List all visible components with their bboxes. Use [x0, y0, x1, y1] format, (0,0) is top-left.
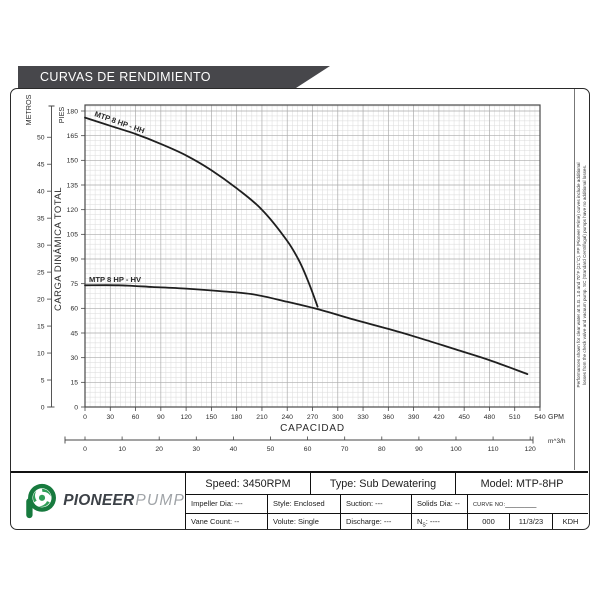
svg-text:75: 75	[70, 281, 78, 288]
svg-text:15: 15	[70, 380, 78, 387]
svg-text:5: 5	[41, 377, 45, 384]
svg-text:110: 110	[488, 446, 499, 453]
svg-text:180: 180	[231, 414, 243, 421]
svg-text:90: 90	[70, 256, 78, 263]
logo-cell: PIONEERPUMP	[11, 473, 185, 529]
suction-cell: Suction: ---	[340, 494, 411, 513]
svg-text:GPM: GPM	[548, 414, 564, 421]
svg-text:60: 60	[132, 414, 140, 421]
impeller-dia-cell: Impeller Dia: ---	[185, 494, 267, 513]
svg-text:45: 45	[70, 330, 78, 337]
svg-text:165: 165	[67, 133, 79, 140]
svg-text:METROS: METROS	[24, 94, 33, 125]
svg-text:210: 210	[256, 414, 268, 421]
svg-text:30: 30	[70, 355, 78, 362]
svg-text:10: 10	[118, 446, 126, 453]
ns-subscript: S	[422, 522, 426, 529]
svg-text:m^3/h: m^3/h	[548, 438, 566, 445]
svg-text:300: 300	[332, 414, 344, 421]
svg-text:10: 10	[37, 350, 45, 357]
svg-text:330: 330	[357, 414, 369, 421]
svg-text:30: 30	[106, 414, 114, 421]
svg-text:20: 20	[155, 446, 163, 453]
svg-text:180: 180	[67, 108, 79, 115]
brand-wordmark: PIONEERPUMP	[63, 492, 185, 510]
svg-text:70: 70	[341, 446, 349, 453]
curve-number-cell: 000	[467, 513, 509, 529]
type-cell: Type: Sub Dewatering	[310, 473, 455, 494]
svg-text:60: 60	[304, 446, 312, 453]
svg-text:135: 135	[67, 182, 79, 189]
svg-text:240: 240	[282, 414, 294, 421]
svg-text:45: 45	[37, 162, 45, 169]
svg-text:0: 0	[83, 446, 87, 453]
curve-no-label: CURVE NO:	[473, 502, 506, 508]
pioneer-pump-logo-icon	[26, 483, 56, 519]
ns-cell: NS: ----	[411, 513, 467, 529]
svg-text:35: 35	[37, 216, 45, 223]
brand-name-bold: PIONEER	[63, 492, 135, 509]
title-banner: CURVAS DE RENDIMIENTO	[18, 66, 330, 88]
performance-chart: 0153045607590105120135150165180051015202…	[24, 89, 587, 470]
svg-text:CAPACIDAD: CAPACIDAD	[280, 423, 345, 434]
svg-text:270: 270	[307, 414, 319, 421]
svg-text:480: 480	[484, 414, 496, 421]
svg-text:100: 100	[450, 446, 462, 453]
svg-text:450: 450	[458, 414, 470, 421]
svg-text:60: 60	[70, 306, 78, 313]
solids-dia-cell: Solids Dia: --	[411, 494, 467, 513]
speed-cell: Speed: 3450RPM	[185, 473, 310, 494]
discharge-cell: Discharge: ---	[340, 513, 411, 529]
svg-text:90: 90	[415, 446, 423, 453]
volute-cell: Volute: Single	[267, 513, 340, 529]
svg-text:25: 25	[37, 270, 45, 277]
svg-text:30: 30	[37, 243, 45, 250]
svg-text:losses from the check valve an: losses from the check valve and vacuum p…	[582, 165, 587, 385]
svg-text:0: 0	[74, 404, 78, 411]
vane-count-cell: Vane Count: --	[185, 513, 267, 529]
svg-text:120: 120	[67, 207, 79, 214]
svg-text:40: 40	[230, 446, 238, 453]
svg-text:120: 120	[180, 414, 192, 421]
svg-text:PIES: PIES	[57, 107, 66, 124]
page-title: CURVAS DE RENDIMIENTO	[40, 70, 211, 84]
svg-text:50: 50	[37, 135, 45, 142]
svg-text:0: 0	[83, 414, 87, 421]
brand-name-light: PUMP	[135, 492, 185, 509]
svg-text:20: 20	[37, 296, 45, 303]
initials-cell: KDH	[552, 513, 588, 529]
spec-table: PIONEERPUMP Speed: 3450RPM Type: Sub Dew…	[11, 471, 588, 529]
ns-value: : ----	[425, 517, 440, 526]
svg-text:80: 80	[378, 446, 386, 453]
svg-text:40: 40	[37, 189, 45, 196]
svg-text:MTP 8 HP - HV: MTP 8 HP - HV	[89, 275, 142, 284]
svg-text:540: 540	[534, 414, 546, 421]
svg-text:CARGA DINÁMICA TOTAL: CARGA DINÁMICA TOTAL	[53, 187, 64, 311]
svg-text:50: 50	[267, 446, 275, 453]
curve-2	[84, 284, 529, 375]
svg-text:420: 420	[433, 414, 445, 421]
style-cell: Style: Enclosed	[267, 494, 340, 513]
model-cell: Model: MTP-8HP	[455, 473, 588, 494]
svg-text:90: 90	[157, 414, 165, 421]
svg-text:0: 0	[41, 404, 45, 411]
svg-text:150: 150	[206, 414, 218, 421]
svg-text:15: 15	[37, 323, 45, 330]
curve-no-value: ________	[505, 501, 537, 508]
svg-text:360: 360	[383, 414, 395, 421]
svg-text:150: 150	[67, 158, 79, 165]
svg-text:120: 120	[525, 446, 537, 453]
ns-symbol: N	[417, 517, 423, 526]
chart-area: 0 15 30 45 60 75 90 105 120 135 150 165 180 0 5 10 15 20 2…	[11, 89, 588, 470]
curve-sheet-frame: 0 15 30 45 60 75 90 105 120 135 150 165 180 0 5 10 15 20 2…	[10, 88, 590, 530]
curve-no-cell: CURVE NO:________	[467, 494, 588, 513]
curve-1	[84, 116, 319, 308]
svg-text:Performances shown for clear w: Performances shown for clear water at S.…	[576, 163, 581, 388]
svg-text:30: 30	[193, 446, 201, 453]
svg-text:390: 390	[408, 414, 420, 421]
svg-text:105: 105	[67, 232, 79, 239]
date-cell: 11/3/23	[509, 513, 552, 529]
svg-text:510: 510	[509, 414, 521, 421]
